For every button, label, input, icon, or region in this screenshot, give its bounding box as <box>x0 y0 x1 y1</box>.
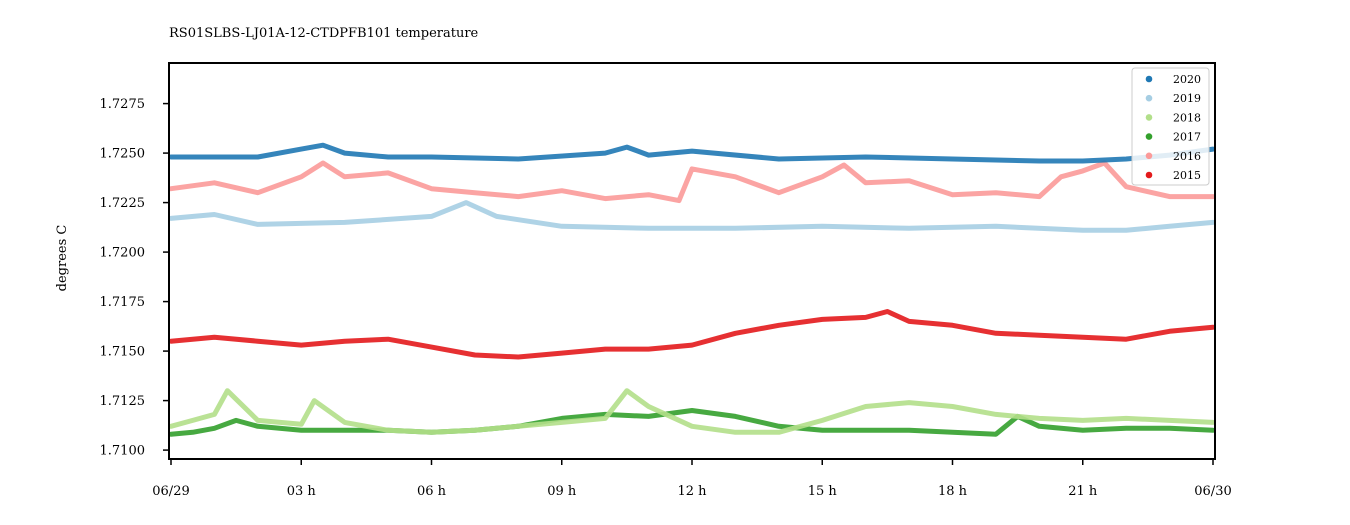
legend-label-2017: 2017 <box>1173 131 1201 144</box>
y-tick-label: 1.7100 <box>100 444 146 459</box>
legend-label-2020: 2020 <box>1173 73 1201 86</box>
y-tick-label: 1.7200 <box>100 246 146 261</box>
series-line-2016 <box>169 160 1215 204</box>
legend-marker-2020 <box>1145 75 1153 83</box>
legend-label-2015: 2015 <box>1173 169 1201 182</box>
series-line-2020 <box>169 142 1215 164</box>
x-tick-label: 09 h <box>547 484 577 499</box>
legend-marker-2015 <box>1145 171 1153 179</box>
y-tick-label: 1.7225 <box>100 196 146 211</box>
series-line-2018 <box>169 388 1215 435</box>
series-line-2015 <box>169 309 1215 360</box>
y-tick-label: 1.7275 <box>100 97 146 112</box>
legend-marker-2018 <box>1145 114 1153 121</box>
x-tick-label: 15 h <box>808 484 838 499</box>
series-line-2019 <box>169 200 1215 233</box>
series-line-2017 <box>169 408 1215 437</box>
legend-label-2019: 2019 <box>1173 92 1201 105</box>
x-tick-label: 06/29 <box>152 484 189 499</box>
x-tick-label: 06 h <box>417 484 447 499</box>
x-tick-label: 21 h <box>1068 484 1098 499</box>
legend-marker-2019 <box>1145 94 1153 102</box>
x-tick-label: 06/30 <box>1194 484 1231 499</box>
y-axis-label: degrees C <box>55 225 70 292</box>
legend-label-2016: 2016 <box>1173 150 1201 163</box>
y-axis: 1.7100 1.7125 1.7150 1.7175 1.7200 1.7225 1.72… <box>100 97 169 459</box>
y-tick-label: 1.7125 <box>100 394 146 409</box>
x-tick-label: 18 h <box>938 484 968 499</box>
legend-marker-2017 <box>1145 133 1153 140</box>
legend: 2020 2019 2018 2017 2016 2015 <box>1131 67 1210 186</box>
y-tick-label: 1.7250 <box>100 147 146 162</box>
legend-label-2018: 2018 <box>1173 111 1201 124</box>
y-tick-label: 1.7175 <box>100 295 146 310</box>
plot-area <box>169 142 1215 437</box>
y-tick-label: 1.7150 <box>100 345 146 360</box>
x-tick-label: 03 h <box>287 484 317 499</box>
x-axis: 06/29 03 h 06 h 09 h 12 h 15 h 18 h 21 h 06/30 <box>152 459 1232 499</box>
x-tick-label: 12 h <box>677 484 707 499</box>
plot-frame <box>168 62 1216 460</box>
legend-marker-2016 <box>1145 152 1153 160</box>
chart-title: RS01SLBS-LJ01A-12-CTDPFB101 temperature <box>169 26 479 41</box>
